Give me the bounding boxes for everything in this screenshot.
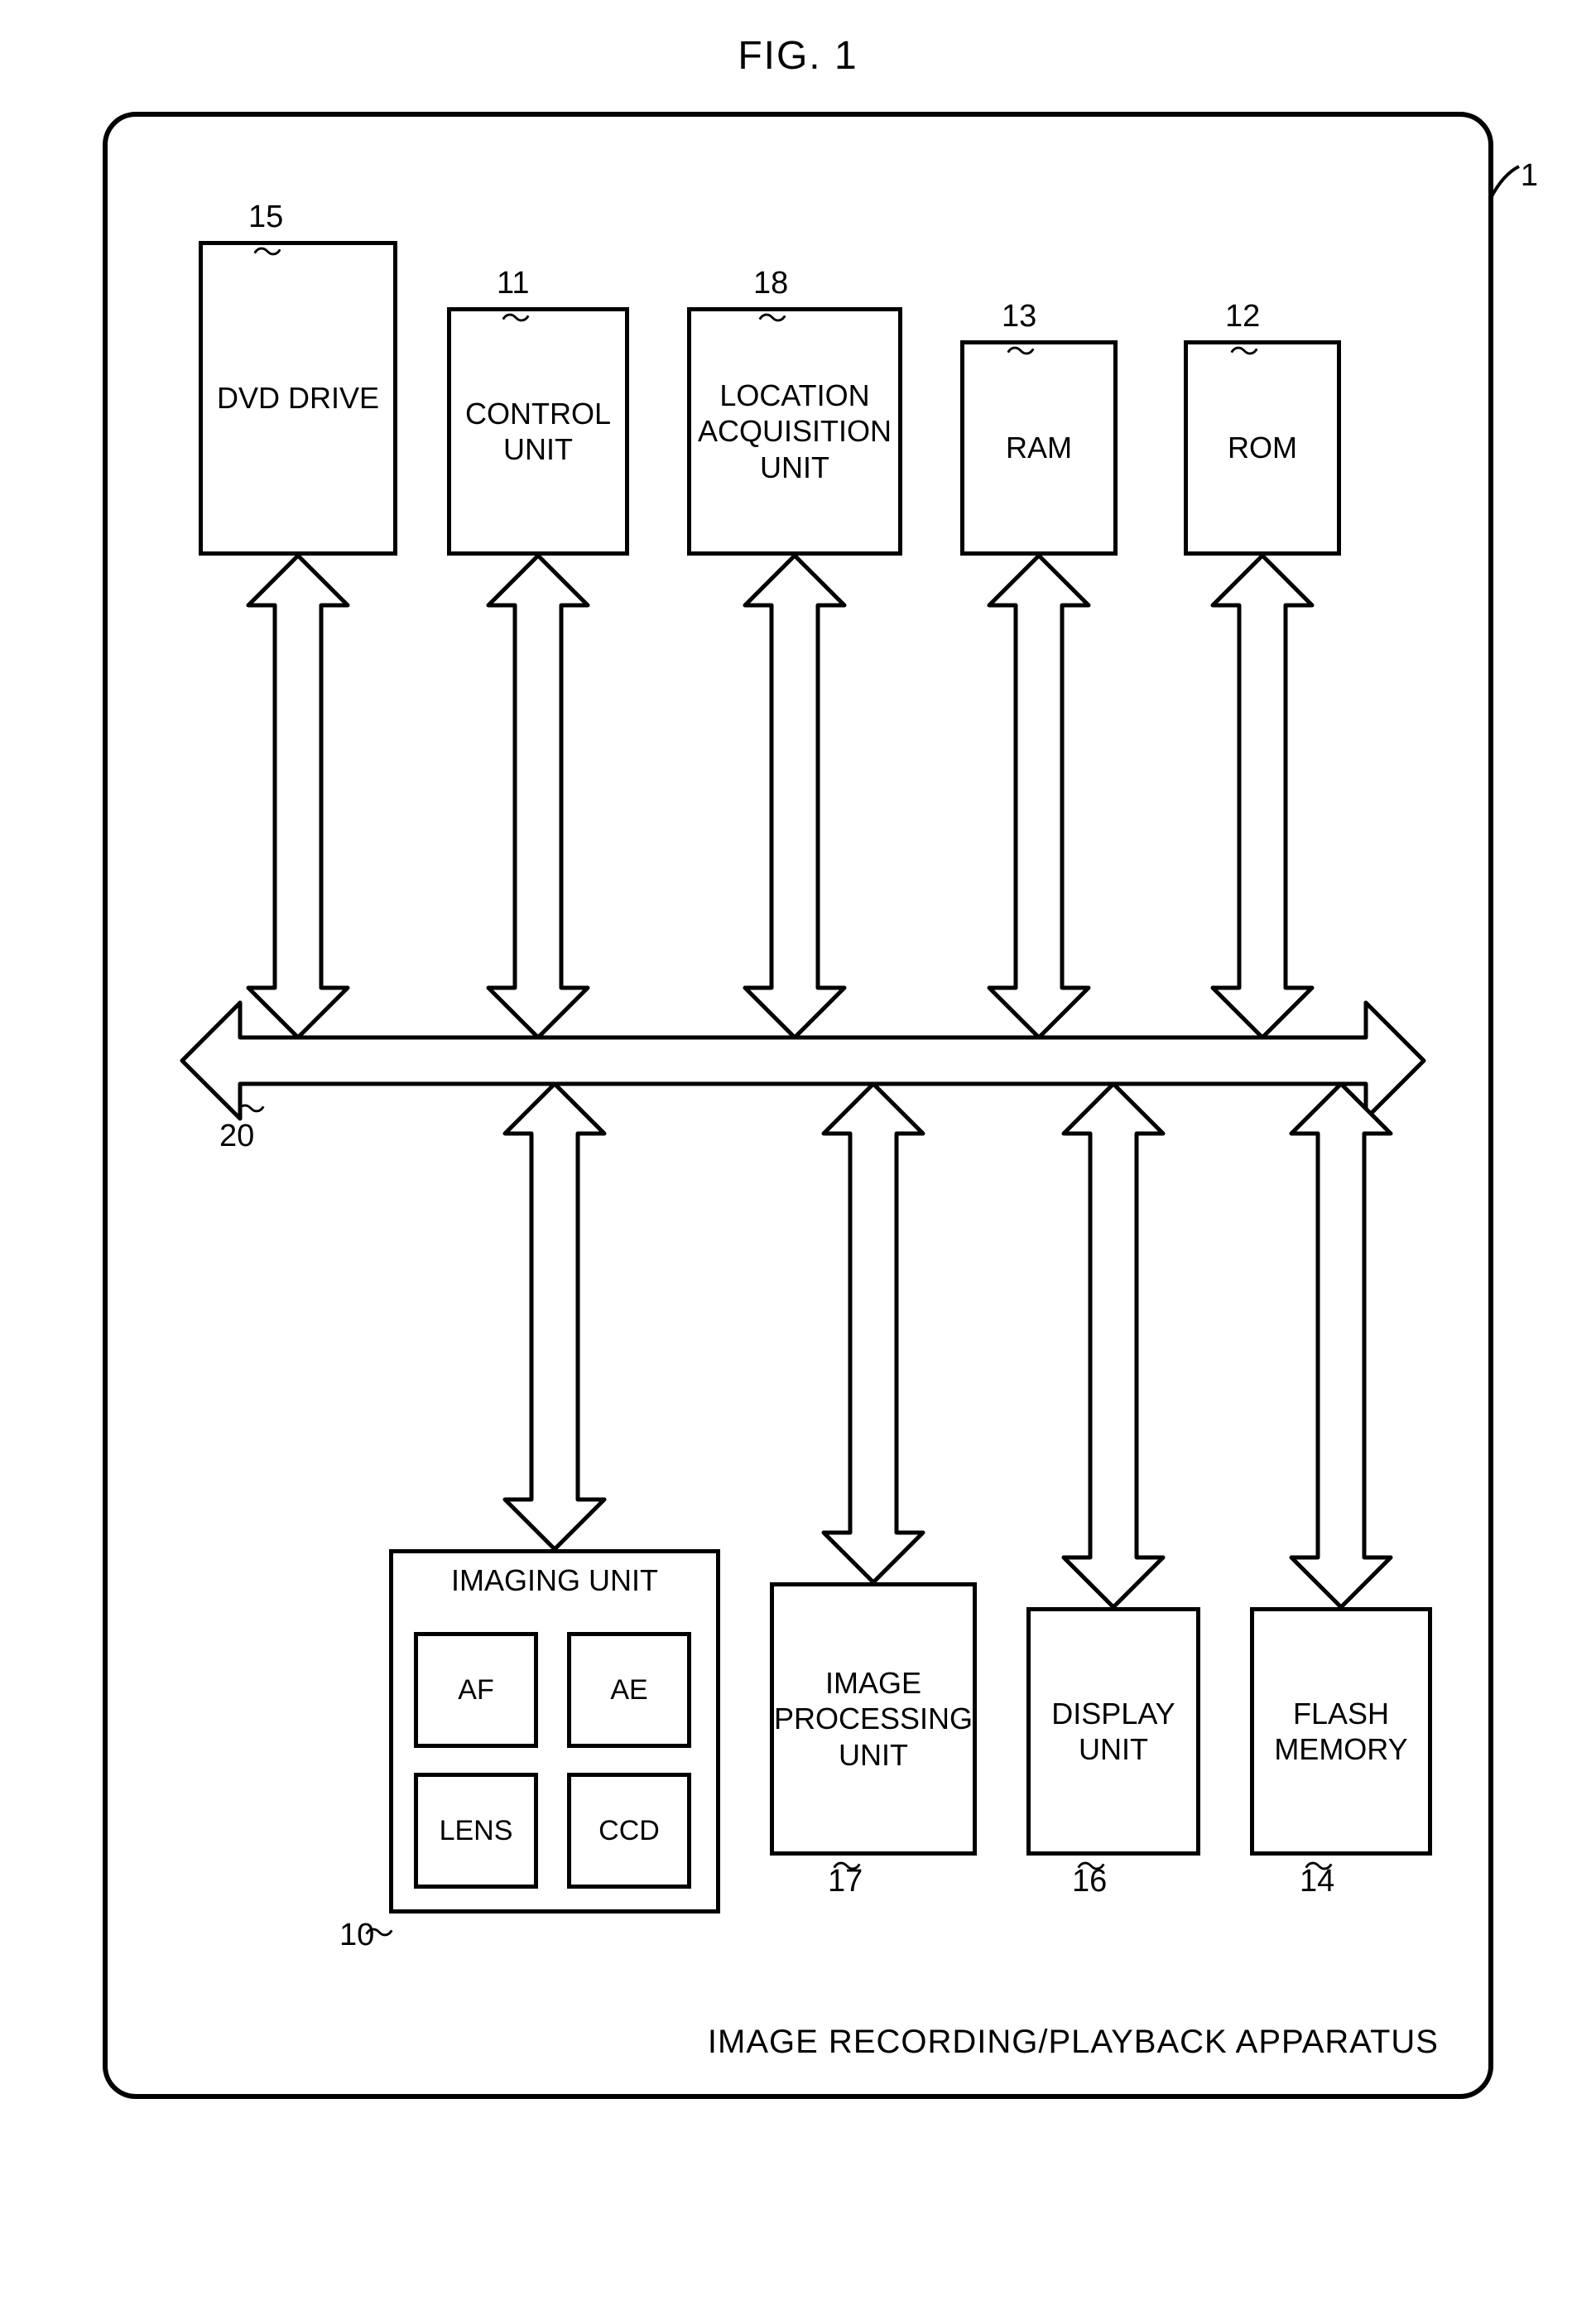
tilde-connector: 〜 — [1076, 1843, 1106, 1886]
apparatus-label: IMAGE RECORDING/PLAYBACK APPARATUS — [708, 2024, 1439, 2061]
block-control: CONTROLUNIT — [447, 307, 629, 556]
subblock-af: AF — [414, 1632, 538, 1748]
block-rom: ROM — [1184, 340, 1341, 556]
subblock-ae: AE — [567, 1632, 691, 1748]
apparatus-ref: 1 — [1521, 158, 1538, 194]
figure-title: FIG. 1 — [738, 33, 858, 79]
subblock-lens: LENS — [414, 1773, 538, 1889]
tilde-connector: 〜 — [236, 1086, 266, 1129]
tilde-connector: 〜 — [252, 229, 282, 272]
block-dvd: DVD DRIVE — [199, 241, 397, 556]
block-flash: FLASHMEMORY — [1250, 1607, 1432, 1856]
tilde-connector: 〜 — [757, 295, 787, 338]
tilde-connector: 〜 — [501, 295, 531, 338]
block-display: DISPLAYUNIT — [1026, 1607, 1200, 1856]
apparatus-container: 1 IMAGE RECORDING/PLAYBACK APPARATUS DVD… — [103, 112, 1493, 2099]
block-ram: RAM — [960, 340, 1118, 556]
block-imgproc: IMAGEPROCESSINGUNIT — [770, 1582, 977, 1856]
block-location: LOCATIONACQUISITIONUNIT — [687, 307, 902, 556]
subblock-ccd: CCD — [567, 1773, 691, 1889]
tilde-connector: 〜 — [832, 1843, 862, 1886]
leader-line — [1490, 158, 1523, 200]
imaging-unit-title: IMAGING UNIT — [393, 1563, 716, 1598]
tilde-connector: 〜 — [364, 1909, 394, 1952]
tilde-connector: 〜 — [1229, 328, 1259, 371]
tilde-connector: 〜 — [1304, 1843, 1334, 1886]
tilde-connector: 〜 — [1006, 328, 1036, 371]
